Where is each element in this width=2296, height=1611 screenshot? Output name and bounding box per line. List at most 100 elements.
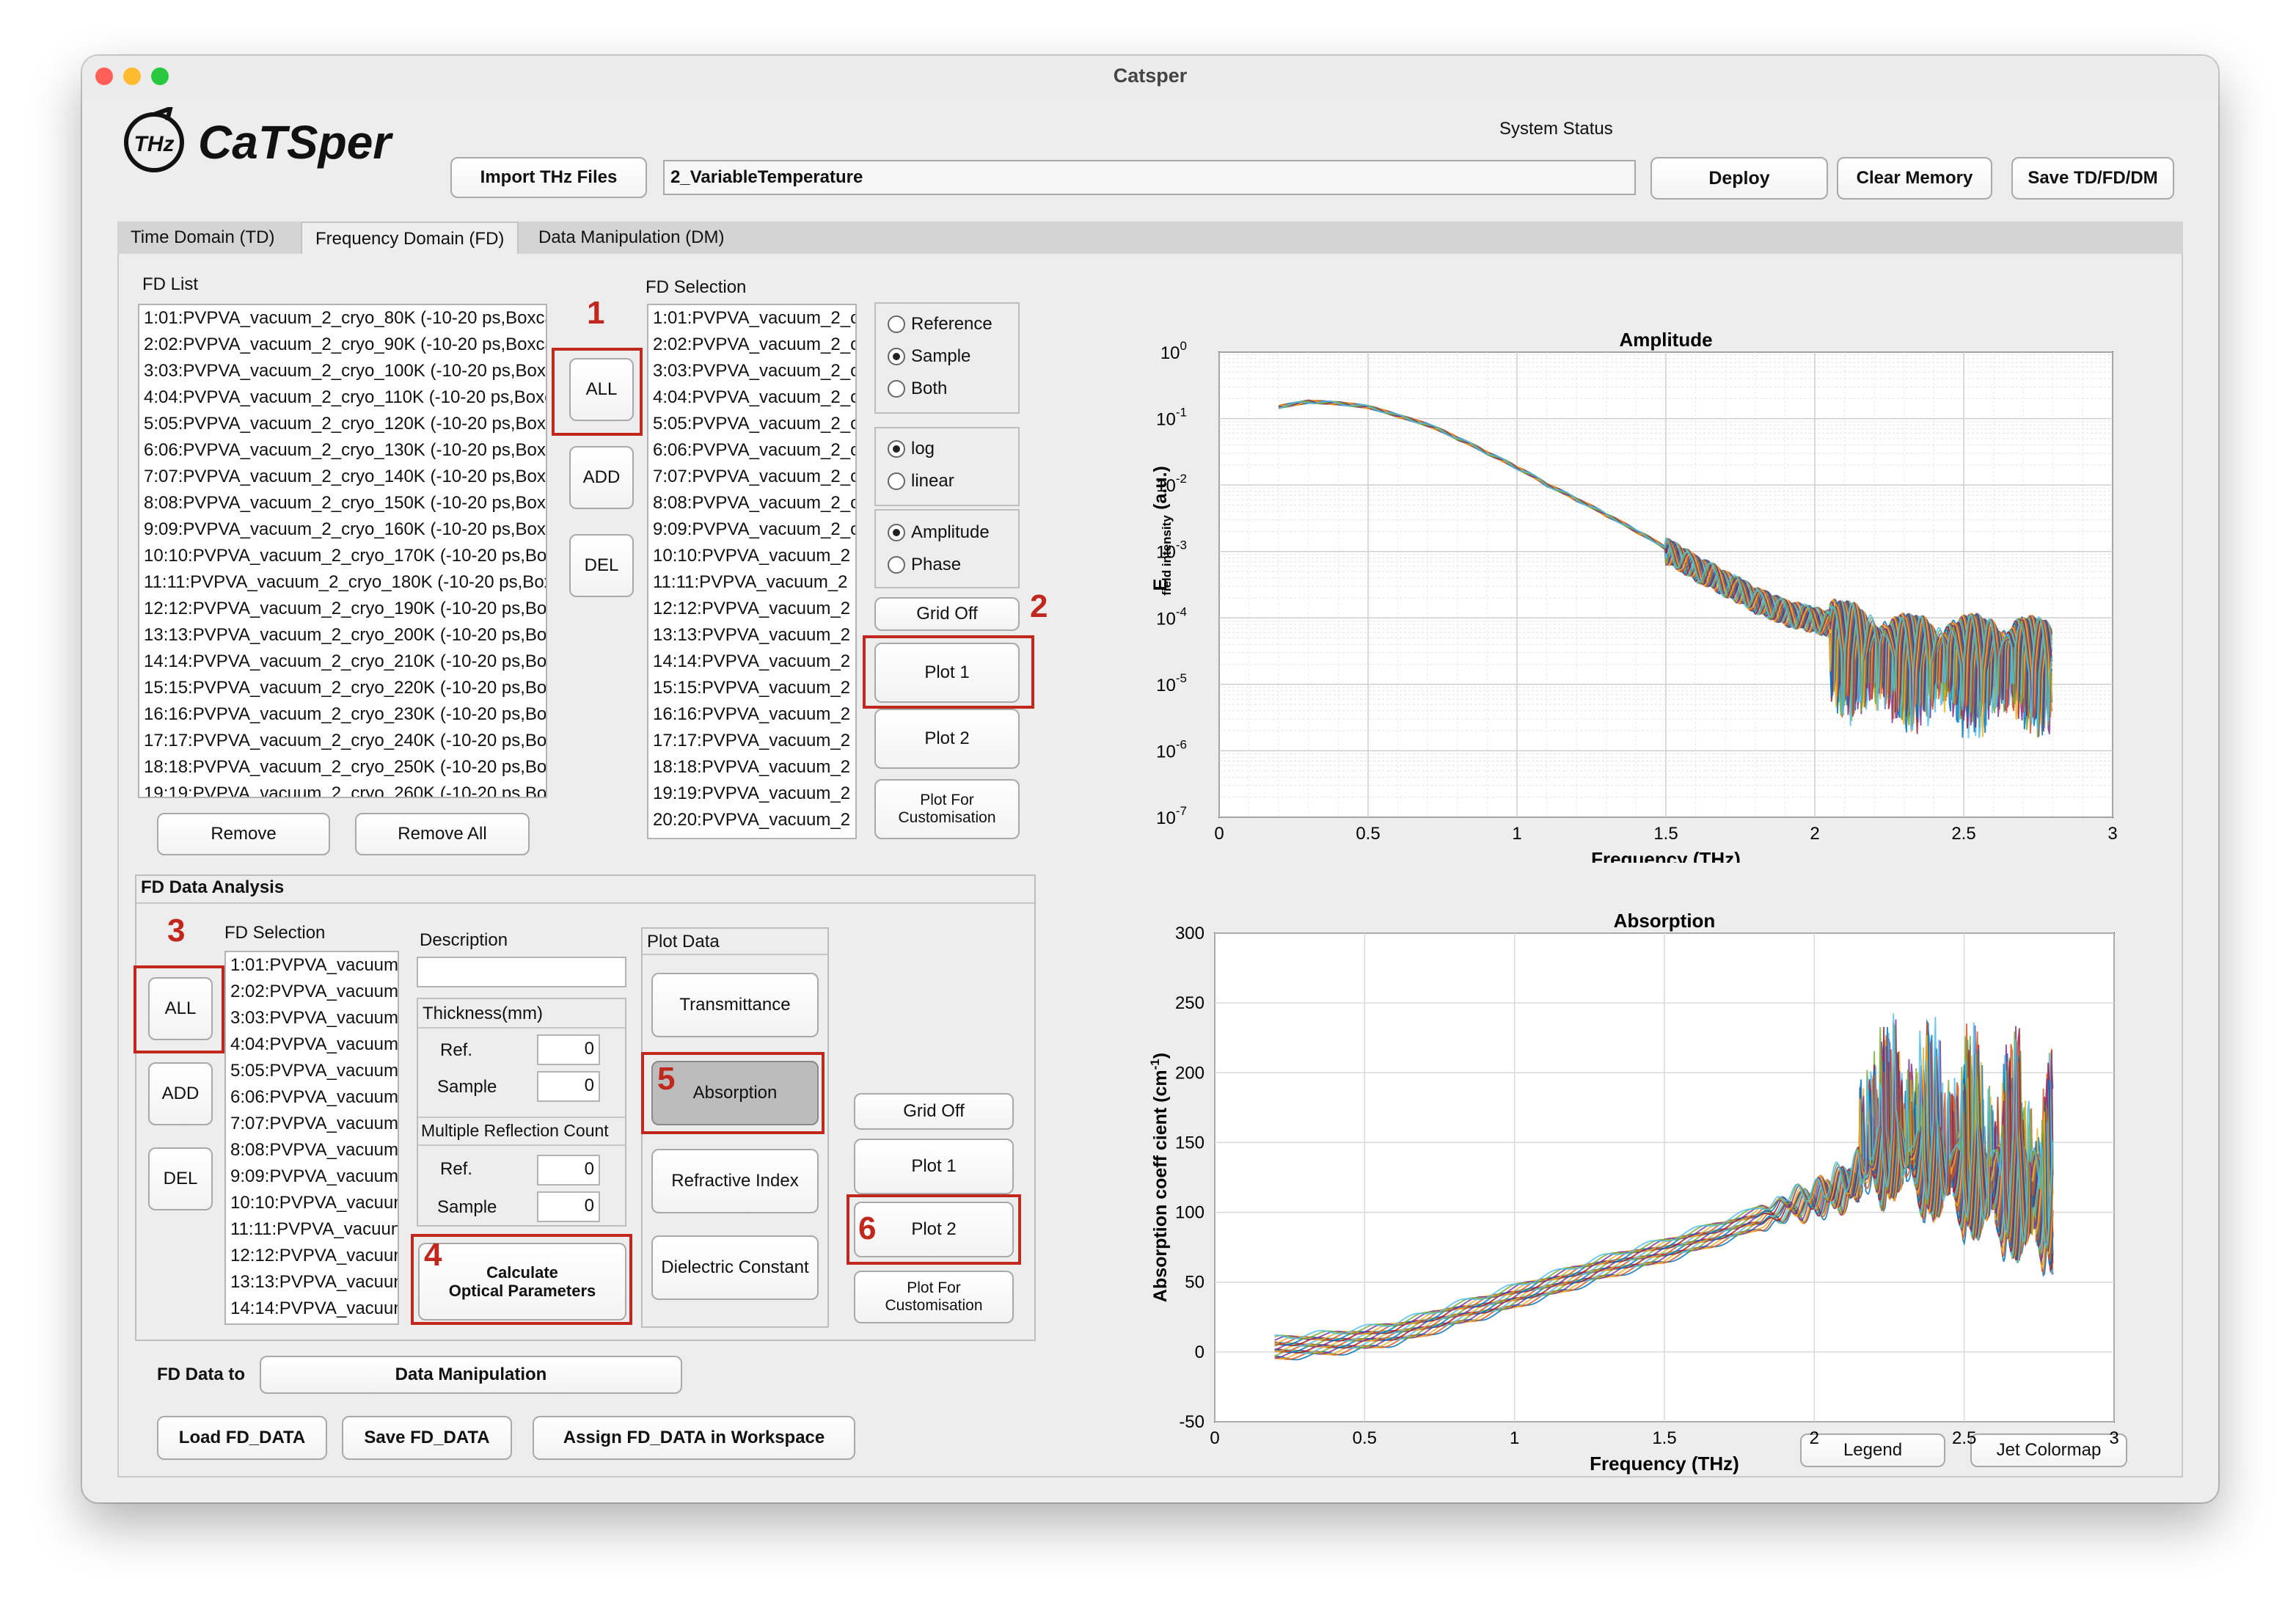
clear-memory-button[interactable]: Clear Memory [1837,157,1992,200]
radio-linear[interactable]: linear [888,471,954,492]
fd-list-item[interactable]: 4:04:PVPVA_vacuum_2_cryo_110K (-10-20 ps… [144,387,546,407]
fd-grid-off-button[interactable]: Grid Off [874,597,1020,631]
analysis-selection-item[interactable]: 5:05:PVPVA_vacuum_ [230,1061,398,1081]
analysis-selection-item[interactable]: 6:06:PVPVA_vacuum_ [230,1087,398,1107]
fd-selection-item[interactable]: 14:14:PVPVA_vacuum_2 [653,651,851,671]
fd-plot-customisation-button[interactable]: Plot For Customisation [874,779,1020,839]
save-td-fd-dm-button[interactable]: Save TD/FD/DM [2011,157,2174,200]
fd-list-item[interactable]: 11:11:PVPVA_vacuum_2_cryo_180K (-10-20 p… [144,572,546,592]
fd-selection-item[interactable]: 19:19:PVPVA_vacuum_2 [653,783,851,803]
fd-list-item[interactable]: 7:07:PVPVA_vacuum_2_cryo_140K (-10-20 ps… [144,467,546,486]
fd-selection-item[interactable]: 15:15:PVPVA_vacuum_2 [653,678,851,698]
analysis-selection-item[interactable]: 7:07:PVPVA_vacuum_ [230,1114,398,1133]
fd-list-add-button[interactable]: ADD [569,446,634,509]
fd-selection-item[interactable]: 1:01:PVPVA_vacuum_2_c [653,308,855,328]
radio-amplitude[interactable]: Amplitude [888,522,990,543]
fd-plot2-button[interactable]: Plot 2 [874,709,1020,769]
fd-list-item[interactable]: 10:10:PVPVA_vacuum_2_cryo_170K (-10-20 p… [144,546,546,566]
remove-button[interactable]: Remove [157,813,330,855]
radio-log[interactable]: log [888,439,935,459]
refractive-index-button[interactable]: Refractive Index [651,1149,819,1213]
absorption-button[interactable]: Absorption [651,1061,819,1125]
fd-list-all-button[interactable]: ALL [569,358,634,421]
fd-list-item[interactable]: 1:01:PVPVA_vacuum_2_cryo_80K (-10-20 ps,… [144,308,546,328]
analysis-selection-list[interactable]: 1:01:PVPVA_vacuum_ 2:02:PVPVA_vacuum_ 3:03… [224,951,399,1325]
reflection-sample-input[interactable]: 0 [537,1191,600,1222]
fd-selection-item[interactable]: 20:20:PVPVA_vacuum_2 [653,810,851,830]
analysis-selection-item[interactable]: 4:04:PVPVA_vacuum_ [230,1034,398,1054]
fd-selection-item[interactable]: 8:08:PVPVA_vacuum_2_c [653,493,855,513]
fd-list-item[interactable]: 3:03:PVPVA_vacuum_2_cryo_100K (-10-20 ps… [144,361,546,381]
jet-colormap-button[interactable]: Jet Colormap [1970,1433,2127,1467]
analysis-selection-item[interactable]: 12:12:PVPVA_vacuun [230,1246,398,1265]
zoom-window-button[interactable] [151,67,169,85]
fd-list-del-button[interactable]: DEL [569,534,634,597]
thickness-sample-input[interactable]: 0 [537,1071,600,1102]
analysis-grid-off-button[interactable]: Grid Off [854,1093,1014,1130]
radio-phase[interactable]: Phase [888,555,961,575]
fd-selection-item[interactable]: 17:17:PVPVA_vacuum_2 [653,731,851,750]
analysis-selection-item[interactable]: 11:11:PVPVA_vacuun [230,1219,398,1239]
calculate-optical-parameters-button[interactable]: Calculate Optical Parameters [418,1243,626,1320]
reflection-ref-input[interactable]: 0 [537,1155,600,1186]
radio-reference[interactable]: Reference [888,314,992,335]
fd-selection-item[interactable]: 9:09:PVPVA_vacuum_2_c [653,519,855,539]
import-thz-files-button[interactable]: Import THz Files [450,157,647,198]
fd-selection-item[interactable]: 11:11:PVPVA_vacuum_2 [653,572,848,592]
fd-selection-item[interactable]: 2:02:PVPVA_vacuum_2_c [653,335,855,354]
analysis-all-button[interactable]: ALL [148,977,213,1040]
fd-list-item[interactable]: 14:14:PVPVA_vacuum_2_cryo_210K (-10-20 p… [144,651,546,671]
analysis-selection-item[interactable]: 2:02:PVPVA_vacuum_ [230,982,398,1001]
load-fd-data-button[interactable]: Load FD_DATA [157,1416,327,1460]
thickness-ref-input[interactable]: 0 [537,1034,600,1065]
fd-selection-item[interactable]: 18:18:PVPVA_vacuum_2 [653,757,851,777]
fd-list-item[interactable]: 19:19:PVPVA_vacuum_2_cryo_260K (-10-20 p… [144,783,546,798]
fd-list-item[interactable]: 12:12:PVPVA_vacuum_2_cryo_190K (-10-20 p… [144,599,546,618]
dielectric-constant-button[interactable]: Dielectric Constant [651,1235,819,1300]
fd-list-item[interactable]: 6:06:PVPVA_vacuum_2_cryo_130K (-10-20 ps… [144,440,546,460]
tab-frequency-domain[interactable]: Frequency Domain (FD) [301,222,519,254]
minimize-window-button[interactable] [123,67,141,85]
analysis-selection-item[interactable]: 13:13:PVPVA_vacuun [230,1272,398,1292]
analysis-selection-item[interactable]: 10:10:PVPVA_vacuun [230,1193,398,1213]
analysis-plot-customisation-button[interactable]: Plot For Customisation [854,1271,1014,1323]
remove-all-button[interactable]: Remove All [355,813,530,855]
fd-list-item[interactable]: 2:02:PVPVA_vacuum_2_cryo_90K (-10-20 ps,… [144,335,546,354]
radio-sample[interactable]: Sample [888,346,970,367]
fd-selection-item[interactable]: 6:06:PVPVA_vacuum_2_c [653,440,855,460]
fd-list[interactable]: 1:01:PVPVA_vacuum_2_cryo_80K (-10-20 ps,… [138,304,547,798]
fd-list-item[interactable]: 17:17:PVPVA_vacuum_2_cryo_240K (-10-20 p… [144,731,546,750]
deploy-button[interactable]: Deploy [1650,157,1828,200]
fd-selection-item[interactable]: 10:10:PVPVA_vacuum_2 [653,546,851,566]
fd-list-item[interactable]: 13:13:PVPVA_vacuum_2_cryo_200K (-10-20 p… [144,625,546,645]
fd-selection-list[interactable]: 1:01:PVPVA_vacuum_2_c 2:02:PVPVA_vacuum_2… [647,304,857,839]
legend-button[interactable]: Legend [1800,1433,1945,1467]
fd-list-item[interactable]: 8:08:PVPVA_vacuum_2_cryo_150K (-10-20 ps… [144,493,546,513]
fd-list-item[interactable]: 5:05:PVPVA_vacuum_2_cryo_120K (-10-20 ps… [144,414,546,434]
analysis-selection-item[interactable]: 1:01:PVPVA_vacuum_ [230,955,398,975]
analysis-plot1-button[interactable]: Plot 1 [854,1139,1014,1194]
path-field[interactable]: 2_VariableTemperature [663,160,1636,195]
transmittance-button[interactable]: Transmittance [651,973,819,1037]
assign-fd-data-button[interactable]: Assign FD_DATA in Workspace [533,1416,855,1460]
analysis-del-button[interactable]: DEL [148,1147,213,1210]
analysis-plot2-button[interactable]: Plot 2 [854,1202,1014,1257]
radio-both[interactable]: Both [888,379,947,399]
fd-selection-item[interactable]: 4:04:PVPVA_vacuum_2_c [653,387,855,407]
fd-selection-item[interactable]: 3:03:PVPVA_vacuum_2_c [653,361,855,381]
description-field[interactable] [417,957,626,987]
analysis-selection-item[interactable]: 14:14:PVPVA_vacuun [230,1298,398,1318]
fd-selection-item[interactable]: 7:07:PVPVA_vacuum_2_c [653,467,855,486]
fd-selection-item[interactable]: 16:16:PVPVA_vacuum_2 [653,704,851,724]
tab-data-manipulation[interactable]: Data Manipulation (DM) [538,227,725,247]
fd-list-item[interactable]: 16:16:PVPVA_vacuum_2_cryo_230K (-10-20 p… [144,704,546,724]
fd-selection-item[interactable]: 13:13:PVPVA_vacuum_2 [653,625,851,645]
analysis-add-button[interactable]: ADD [148,1062,213,1125]
fd-selection-item[interactable]: 5:05:PVPVA_vacuum_2_c [653,414,855,434]
close-window-button[interactable] [95,67,113,85]
tab-time-domain[interactable]: Time Domain (TD) [131,227,275,247]
fd-plot1-button[interactable]: Plot 1 [874,643,1020,703]
analysis-selection-item[interactable]: 3:03:PVPVA_vacuum_ [230,1008,398,1028]
analysis-selection-item[interactable]: 9:09:PVPVA_vacuum_ [230,1166,398,1186]
fd-list-item[interactable]: 18:18:PVPVA_vacuum_2_cryo_250K (-10-20 p… [144,757,546,777]
